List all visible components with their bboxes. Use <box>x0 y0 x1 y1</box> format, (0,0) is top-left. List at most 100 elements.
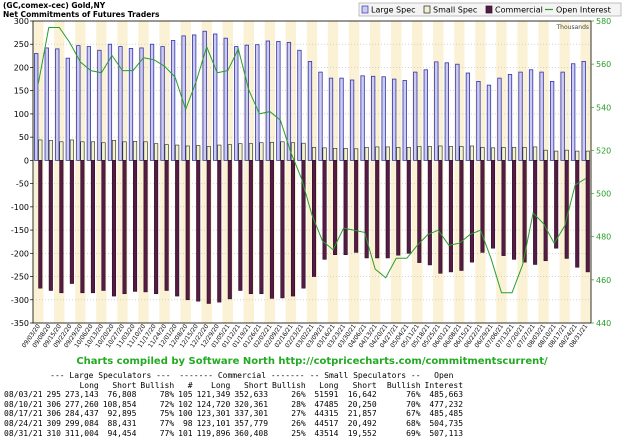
commercial-bar <box>143 160 148 293</box>
large-spec-bar <box>571 63 576 161</box>
large-spec-bar <box>244 44 249 161</box>
large-spec-bar <box>381 76 386 161</box>
table-row: 08/03/21 295 273,143 76,808 78% 105 121,349 352… <box>2 390 465 400</box>
legend-small-spec-swatch <box>423 5 431 14</box>
large-spec-bar <box>202 30 207 161</box>
commercial-bar <box>333 160 338 256</box>
large-spec-bar <box>476 81 481 161</box>
large-spec-bar <box>149 43 155 161</box>
left-axis-tick-label: 50 <box>19 133 29 142</box>
small-spec-bar <box>175 144 180 161</box>
date-band <box>127 21 139 323</box>
commercial-bar <box>122 160 127 295</box>
commercial-bar <box>259 160 264 295</box>
table-row: 08/10/21 306 277,260 108,854 72% 102 124,720 32… <box>2 400 465 410</box>
date-band <box>75 21 86 323</box>
commercial-bar <box>90 160 95 294</box>
date-band <box>401 21 413 323</box>
date-band <box>338 21 349 323</box>
table-subheader-row-cell <box>45 381 63 391</box>
commercial-bar <box>111 160 117 297</box>
chart-title-line1: (GC,comex-cec) Gold,NY <box>3 1 106 10</box>
left-axis-tick-label: -250 <box>11 273 29 282</box>
large-spec-bar <box>413 71 418 161</box>
credit-line: Charts compiled by Software North http:/… <box>76 356 548 367</box>
date-band <box>454 21 465 323</box>
large-spec-bar <box>213 33 218 161</box>
table-header-cell: Open <box>434 371 454 380</box>
table-row-cell: 98 <box>182 418 193 428</box>
large-spec-bar <box>370 75 376 161</box>
table-row-cell: 68% <box>406 418 421 428</box>
small-spec-bar <box>90 141 95 161</box>
chart-title-line2: Net Commitments of Futures Traders <box>3 10 160 19</box>
table-header-cell <box>2 371 45 381</box>
large-spec-bar <box>402 80 407 161</box>
table-row-cell: 47485 <box>314 399 339 409</box>
units-label: Thousands <box>556 24 589 31</box>
bars-group <box>34 30 590 304</box>
date-band <box>369 21 381 323</box>
table-row-cell: 76% <box>406 390 421 400</box>
date-band <box>317 21 328 323</box>
legend-commercial-swatch <box>485 5 493 14</box>
table-row-cell: 124,720 <box>196 399 231 409</box>
small-spec-bar <box>396 147 401 161</box>
table-row-cell: 295 <box>46 390 61 400</box>
small-spec-bar <box>364 147 369 161</box>
table-subheader-row-cell: Interest <box>424 380 464 390</box>
large-spec-bar <box>507 74 513 161</box>
right-axis-tick-label: 560 <box>596 60 611 69</box>
table-row-cell: 337,301 <box>234 409 269 419</box>
date-band <box>517 21 528 323</box>
table-header-row: --- Large Speculators --- ------- Commerc… <box>2 371 465 381</box>
table-subheader-row-cell: Short <box>243 380 269 390</box>
table-row-cell: 76,808 <box>107 390 137 400</box>
date-band <box>180 21 191 323</box>
small-spec-bar <box>427 146 432 161</box>
date-band <box>443 21 455 323</box>
left-axis-tick-label: -300 <box>11 296 29 305</box>
large-spec-bar <box>444 62 449 161</box>
small-spec-bar <box>301 142 306 161</box>
commercial-bar <box>164 160 169 291</box>
commercial-bar <box>280 160 285 299</box>
date-band <box>390 21 402 323</box>
table-row-cell: 101 <box>178 428 193 438</box>
table-subheader-row-cell: Bullish <box>140 380 175 390</box>
table-row-cell: 94,454 <box>107 428 137 438</box>
left-axis-tick-label: -350 <box>11 319 29 328</box>
table-subheader-row-cell: Bullish <box>272 380 306 390</box>
small-spec-bar <box>490 147 496 161</box>
table-subheader-row-cell: Long <box>79 380 99 390</box>
large-spec-bar <box>118 46 123 161</box>
table-row-cell: 77% <box>159 418 175 428</box>
small-spec-bar <box>59 141 64 161</box>
table-row-cell: 306 <box>46 399 61 409</box>
commercial-bar <box>343 160 348 256</box>
large-spec-bar <box>44 47 49 161</box>
small-spec-bar <box>164 144 169 161</box>
small-spec-bar <box>501 147 506 161</box>
commercial-bar <box>185 160 190 301</box>
large-spec-bar <box>297 49 302 161</box>
table-subheader-row: Long Short Bullish # Long Short Bullish Long Sho… <box>2 381 465 391</box>
large-spec-bar <box>581 61 586 161</box>
small-spec-bar <box>227 144 232 161</box>
right-axis-tick-label: 480 <box>596 233 611 242</box>
commercial-bar <box>364 160 369 259</box>
table-row-cell: 78% <box>159 390 175 400</box>
table-row-cell: 357,779 <box>234 418 269 428</box>
table-row-cell: 100 <box>178 409 193 419</box>
small-spec-bar <box>564 149 569 161</box>
commercial-bar <box>354 160 359 253</box>
date-band <box>201 21 212 323</box>
legend: Large Spec Small Spec Commercial Open Inter… <box>358 2 622 17</box>
small-spec-bar <box>259 142 264 161</box>
table-row-cell: 44315 <box>314 409 339 419</box>
large-spec-bar <box>539 71 544 161</box>
table-row-cell: 105 <box>178 390 193 400</box>
table-row-cell: 102 <box>178 399 193 409</box>
commercial-bar <box>438 160 443 274</box>
small-spec-bar <box>343 148 348 161</box>
